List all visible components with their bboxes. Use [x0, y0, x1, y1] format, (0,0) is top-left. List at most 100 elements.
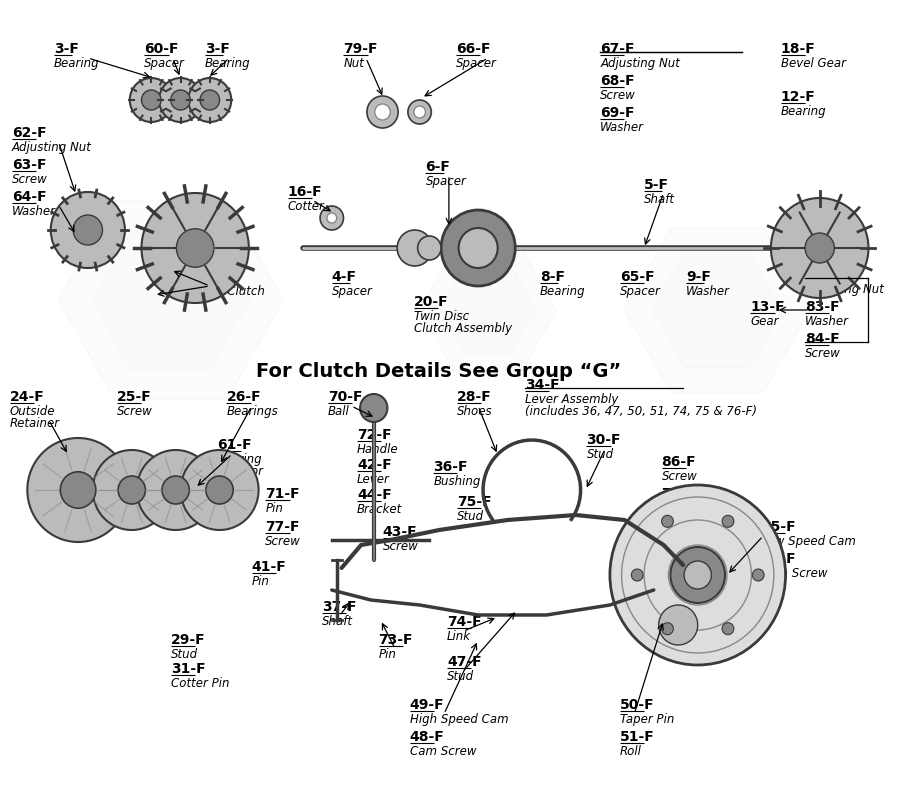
- Circle shape: [141, 193, 248, 303]
- Text: 84-F: 84-F: [806, 332, 840, 346]
- Text: Bracket: Bracket: [357, 503, 402, 516]
- Circle shape: [610, 485, 786, 665]
- Text: 24-F: 24-F: [10, 390, 44, 404]
- Text: 68-F: 68-F: [600, 74, 634, 88]
- Text: Washer: Washer: [806, 315, 849, 328]
- Circle shape: [771, 198, 868, 298]
- Text: 74-F: 74-F: [447, 615, 482, 629]
- Text: 20-F: 20-F: [414, 295, 448, 309]
- Text: 9-F: 9-F: [686, 270, 711, 284]
- Text: 76-F: 76-F: [662, 487, 696, 501]
- Text: 82-F: 82-F: [806, 268, 840, 282]
- Text: Spacer: Spacer: [620, 285, 661, 298]
- Text: Taper Pin: Taper Pin: [620, 713, 674, 726]
- Text: Cotter Pin: Cotter Pin: [171, 677, 230, 690]
- Circle shape: [27, 438, 129, 542]
- Circle shape: [93, 450, 171, 530]
- Text: 72-F: 72-F: [357, 428, 392, 442]
- Text: Screw: Screw: [600, 89, 636, 102]
- Circle shape: [397, 230, 432, 266]
- Text: For Clutch Details See Group “G”: For Clutch Details See Group “G”: [256, 362, 622, 381]
- Circle shape: [50, 192, 125, 268]
- Circle shape: [662, 516, 673, 527]
- Circle shape: [659, 605, 698, 645]
- Text: Retainer: Retainer: [10, 417, 60, 430]
- Circle shape: [60, 472, 95, 508]
- Circle shape: [141, 90, 161, 110]
- Circle shape: [200, 90, 220, 110]
- Circle shape: [367, 96, 398, 128]
- Circle shape: [670, 547, 725, 603]
- Text: Low Speed Cam: Low Speed Cam: [761, 535, 856, 548]
- Circle shape: [137, 450, 215, 530]
- Circle shape: [806, 233, 834, 263]
- Text: 30-F: 30-F: [587, 433, 621, 447]
- Text: Spacer: Spacer: [332, 285, 373, 298]
- Text: Bevel Gear: Bevel Gear: [780, 57, 846, 70]
- Circle shape: [632, 569, 644, 581]
- Text: Stud: Stud: [587, 448, 614, 461]
- Text: 61-F: 61-F: [217, 438, 251, 452]
- Text: 37-F: 37-F: [322, 600, 356, 614]
- Text: Lever: Lever: [357, 473, 390, 486]
- Text: Ball: Ball: [328, 405, 349, 418]
- Text: Washer: Washer: [600, 121, 644, 134]
- Text: 29-F: 29-F: [171, 633, 205, 647]
- Text: Adjusting Nut: Adjusting Nut: [12, 141, 92, 154]
- Text: Bearing: Bearing: [54, 57, 99, 70]
- Circle shape: [441, 210, 515, 286]
- Circle shape: [414, 106, 426, 118]
- Text: 3-F: 3-F: [205, 42, 230, 56]
- Text: 83-F: 83-F: [806, 300, 840, 314]
- Text: Nut: Nut: [344, 57, 364, 70]
- Text: Shaft: Shaft: [644, 193, 675, 206]
- Circle shape: [206, 476, 233, 504]
- Text: 64-F: 64-F: [12, 190, 46, 204]
- Text: Roll: Roll: [620, 745, 642, 758]
- Text: Pin: Pin: [252, 575, 270, 588]
- Text: Bushing: Bushing: [433, 475, 481, 488]
- Text: 34-F: 34-F: [525, 378, 560, 392]
- Text: 8-F: 8-F: [540, 270, 564, 284]
- Text: Adjusting Nut: Adjusting Nut: [806, 283, 885, 296]
- Text: Bearings: Bearings: [227, 405, 278, 418]
- Text: Screw: Screw: [117, 405, 153, 418]
- Circle shape: [722, 516, 734, 527]
- Text: Gear: Gear: [751, 315, 778, 328]
- Text: 66-F: 66-F: [455, 42, 490, 56]
- Text: 79-F: 79-F: [344, 42, 378, 56]
- Text: Screw: Screw: [12, 173, 48, 186]
- Circle shape: [159, 78, 202, 122]
- Text: 65-F: 65-F: [620, 270, 654, 284]
- Text: 42-F: 42-F: [357, 458, 392, 472]
- Text: Stud: Stud: [171, 648, 198, 661]
- Text: 60-F: 60-F: [144, 42, 179, 56]
- Circle shape: [171, 90, 190, 110]
- Text: 5-F: 5-F: [644, 178, 669, 192]
- Text: 1-F: 1-F: [195, 270, 220, 284]
- Text: 49-F: 49-F: [410, 698, 445, 712]
- Text: 18-F: 18-F: [780, 42, 815, 56]
- Circle shape: [374, 104, 391, 120]
- Text: Pin: Pin: [266, 502, 284, 515]
- Text: 73-F: 73-F: [379, 633, 413, 647]
- Text: Spacer: Spacer: [455, 57, 497, 70]
- Circle shape: [130, 78, 173, 122]
- Text: 63-F: 63-F: [12, 158, 46, 172]
- Text: Adaptor: Adaptor: [217, 465, 264, 478]
- Circle shape: [752, 569, 764, 581]
- Text: Pin: Pin: [379, 648, 397, 661]
- Circle shape: [327, 213, 337, 223]
- Circle shape: [684, 561, 711, 589]
- Circle shape: [418, 236, 441, 260]
- Text: 16-F: 16-F: [288, 185, 322, 199]
- Text: Screw: Screw: [382, 540, 418, 553]
- Text: 41-F: 41-F: [252, 560, 286, 574]
- Text: 71-F: 71-F: [266, 487, 300, 501]
- Circle shape: [459, 228, 498, 268]
- Text: 43-F: 43-F: [382, 525, 418, 539]
- Text: 50-F: 50-F: [620, 698, 654, 712]
- Text: 12-F: 12-F: [780, 90, 815, 104]
- Text: 70-F: 70-F: [328, 390, 363, 404]
- Text: Bearing: Bearing: [780, 105, 826, 118]
